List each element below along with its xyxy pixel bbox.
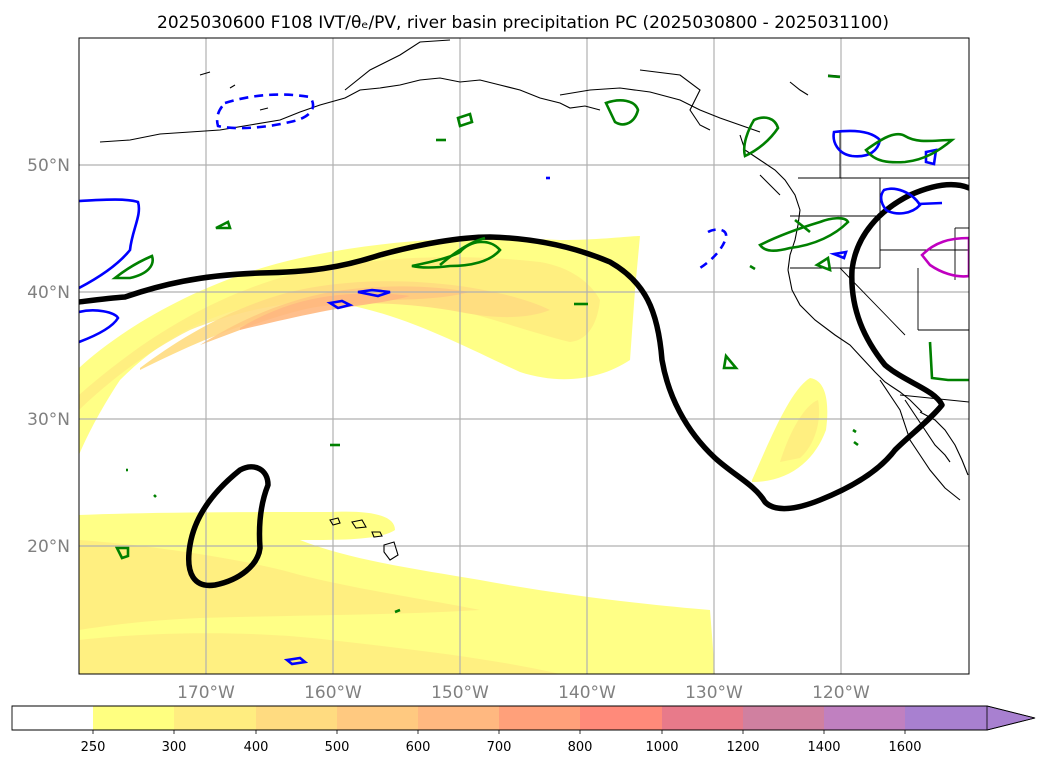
lat-label-50: 50°N [27,156,70,176]
graticule [79,38,969,674]
colorbar: 250 300 400 500 600 700 800 1000 1200 14… [11,705,1036,755]
map-area [79,38,969,674]
colorbar-bin-2 [174,706,256,730]
lon-label-140w: 140°W [558,683,616,703]
colorbar-label-800: 800 [568,740,593,755]
ivt-shading [79,236,828,674]
colorbar-label-1200: 1200 [726,740,759,755]
colorbar-label-1400: 1400 [807,740,840,755]
coastlines [99,39,969,561]
colorbar-bin-7 [580,706,662,730]
lon-label-130w: 130°W [685,683,743,703]
lon-labels: 170°W 160°W 150°W 140°W 130°W 120°W [177,683,870,703]
lon-label-120w: 120°W [812,683,870,703]
colorbar-bin-11 [905,706,987,730]
colorbar-bin-9 [743,706,824,730]
colorbar-label-250: 250 [81,740,106,755]
theta-e-contours [79,181,969,589]
colorbar-extend-arrow [986,705,1036,731]
map-frame [78,37,970,675]
lat-label-40: 40°N [27,283,70,303]
colorbar-bin-10 [824,706,905,730]
lat-label-30: 30°N [27,410,70,430]
colorbar-bin-3 [256,706,337,730]
colorbar-bin-8 [662,706,743,730]
colorbar-label-1000: 1000 [645,740,678,755]
pv-contours [79,93,943,666]
colorbar-label-300: 300 [162,740,187,755]
colorbar-label-1600: 1600 [888,740,921,755]
map-title: 2025030600 F108 IVT/θₑ/PV, river basin p… [157,13,889,33]
colorbar-label-700: 700 [487,740,512,755]
colorbar-label-400: 400 [244,740,269,755]
lon-label-170w: 170°W [177,683,235,703]
colorbar-bin-5 [418,706,499,730]
lat-labels: 50°N 40°N 30°N 20°N [27,156,70,557]
colorbar-bin-6 [499,706,580,730]
lon-label-160w: 160°W [304,683,362,703]
lat-label-20: 20°N [27,537,70,557]
colorbar-bin-1 [93,706,174,730]
colorbar-bin-4 [337,706,418,730]
colorbar-label-600: 600 [406,740,431,755]
colorbar-bin-0 [12,706,93,730]
colorbar-label-500: 500 [325,740,350,755]
lon-label-150w: 150°W [431,683,489,703]
precip-pc-contours [111,74,969,614]
